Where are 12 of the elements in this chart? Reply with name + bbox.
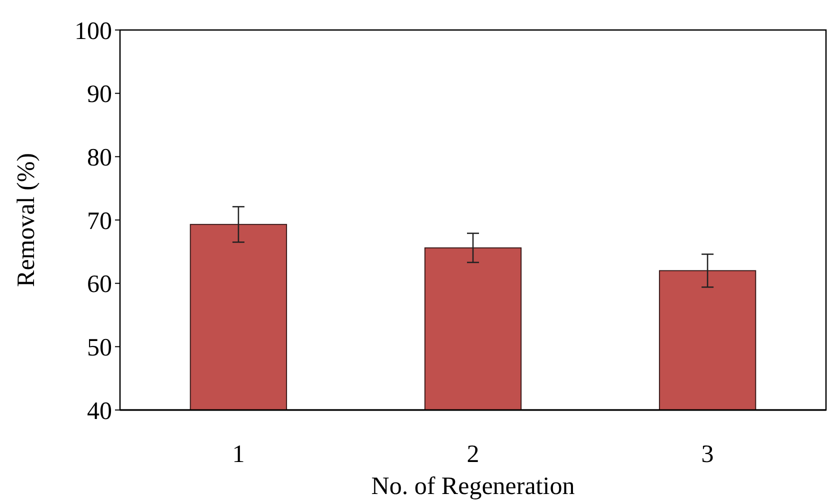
x-tick-label: 2 [466, 441, 480, 468]
y-axis-title: Removal (%) [13, 153, 40, 287]
y-tick-label: 100 [74, 18, 112, 45]
x-axis-title: No. of Regeneration [371, 473, 576, 500]
y-tick-label: 40 [87, 398, 112, 425]
y-tick-label: 70 [87, 208, 112, 235]
y-tick-label: 90 [87, 81, 112, 108]
y-tick-label: 50 [87, 334, 112, 362]
x-tick-label: 1 [232, 441, 245, 468]
y-tick-label: 80 [87, 144, 112, 172]
y-tick-label: 60 [87, 271, 112, 298]
x-tick-label: 3 [701, 441, 714, 468]
